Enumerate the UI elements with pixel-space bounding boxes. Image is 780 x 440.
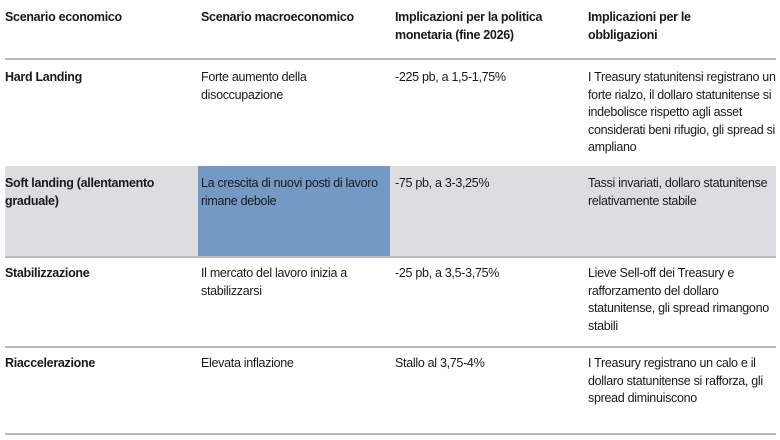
scenario-name-cell: Stabilizzazione — [5, 266, 90, 280]
table-cell: La crescita di nuovi posti di lavoro rim… — [201, 176, 378, 208]
table-row: Hard Landing Forte aumento della disoccup… — [0, 60, 780, 166]
table-row: Riaccelerazione Elevata inflazione Stallo … — [0, 346, 780, 433]
scenario-name-cell: Soft landing (allentamento graduale) — [5, 176, 155, 208]
header-scenario-economico: Scenario economico — [5, 10, 122, 24]
header-politica-monetaria: Implicazioni per la politica monetaria (… — [395, 10, 543, 42]
divider — [5, 256, 776, 258]
divider — [5, 433, 776, 435]
scenario-name-cell: Riaccelerazione — [5, 356, 95, 370]
table-cell: Tassi invariati, dollaro statunitense re… — [588, 176, 768, 208]
table-cell: Lieve Sell-off dei Treasury e rafforzame… — [588, 266, 769, 333]
table-cell: Forte aumento della disoccupazione — [201, 70, 307, 102]
divider — [5, 346, 776, 348]
header-obbligazioni: Implicazioni per le obbligazioni — [588, 10, 691, 42]
table-cell: Elevata inflazione — [201, 356, 294, 370]
table-cell: Il mercato del lavoro inizia a stabilizz… — [201, 266, 347, 298]
cell-highlight — [198, 166, 390, 256]
table-cell: I Treasury registrano un calo e il dolla… — [588, 356, 763, 405]
table-header: Scenario economico Scenario macroeconomi… — [0, 0, 780, 58]
row-highlight — [5, 166, 776, 256]
divider — [5, 58, 776, 60]
table-cell: -225 pb, a 1,5-1,75% — [395, 70, 506, 84]
table-cell: -75 pb, a 3-3,25% — [395, 176, 490, 190]
table-cell: I Treasury statunitensi registrano un fo… — [588, 70, 776, 154]
table-row: Stabilizzazione Il mercato del lavoro ini… — [0, 256, 780, 346]
header-scenario-macroeconomico: Scenario macroeconomico — [201, 10, 354, 24]
table-row: Soft landing (allentamento graduale) La c… — [0, 166, 780, 256]
table-cell: Stallo al 3,75-4% — [395, 356, 485, 370]
table-cell: -25 pb, a 3,5-3,75% — [395, 266, 500, 280]
scenario-name-cell: Hard Landing — [5, 70, 82, 84]
